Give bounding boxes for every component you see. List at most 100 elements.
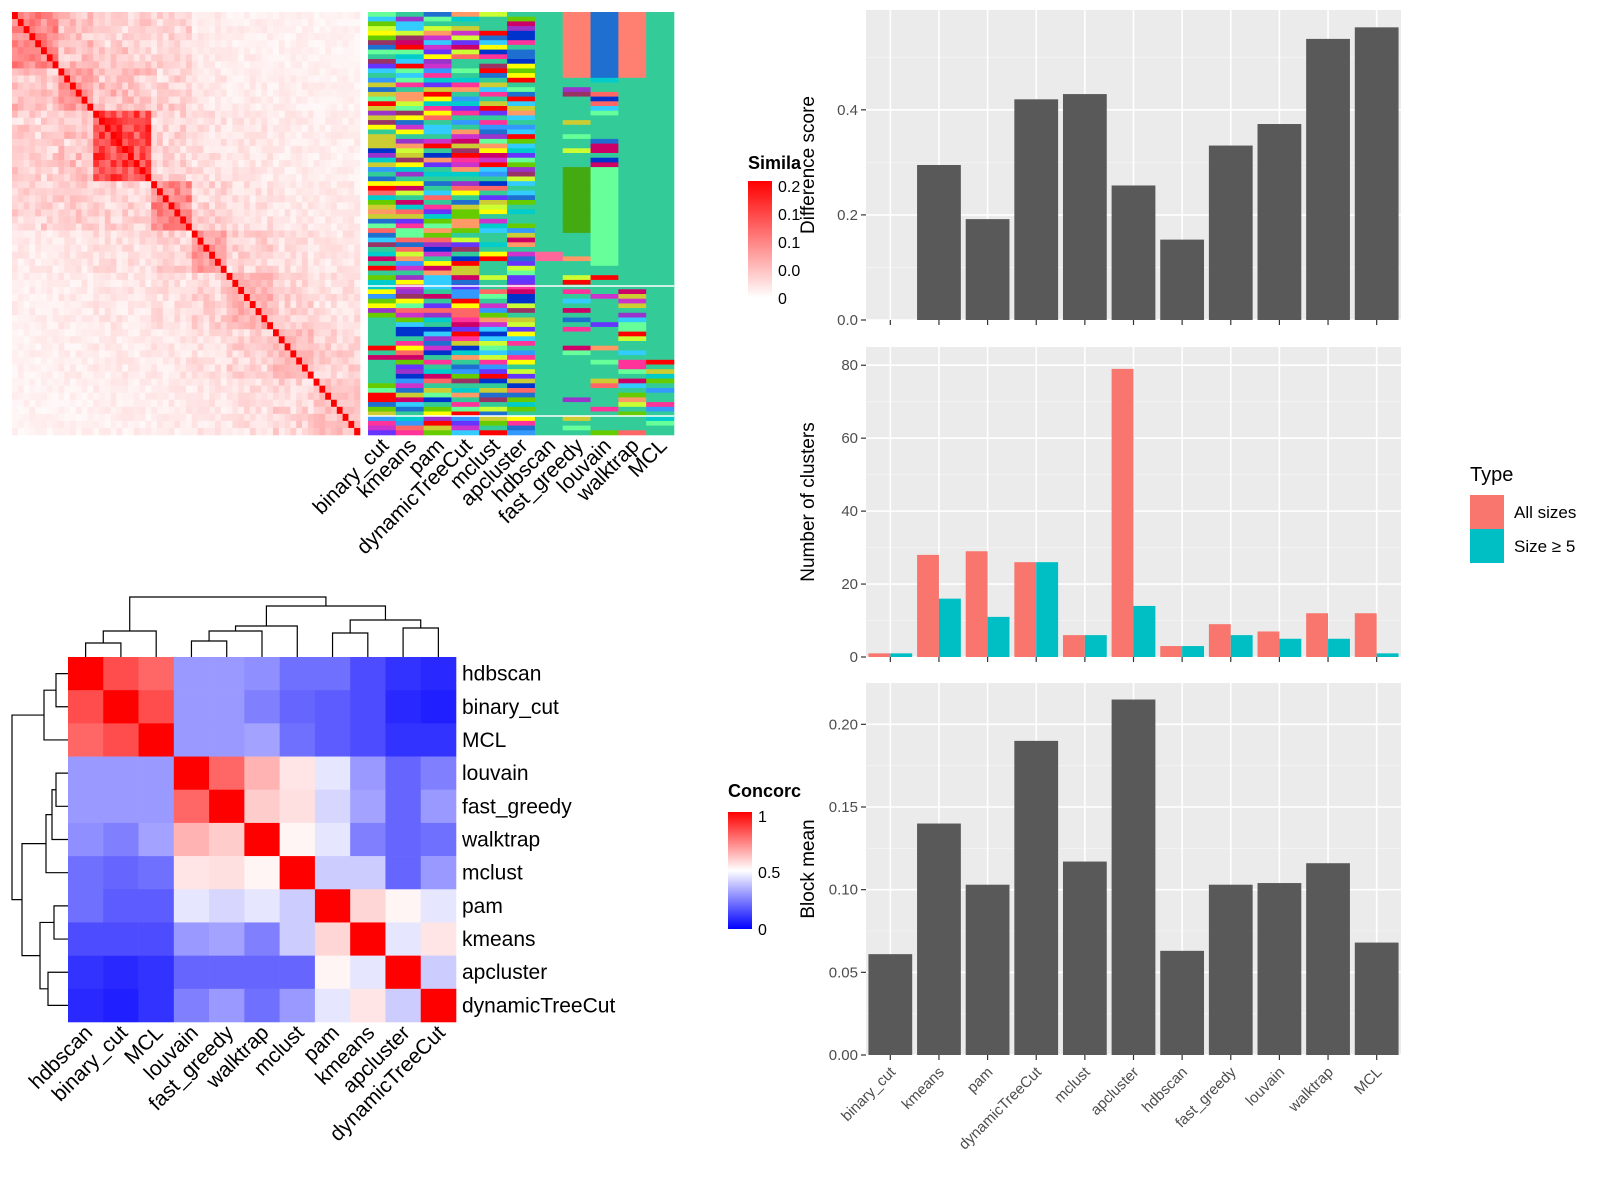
similarity-cell [226,322,233,330]
similarity-cell [313,153,320,161]
cluster-membership-cell [618,106,647,111]
cluster-membership-cell [534,411,564,417]
similarity-cell [186,54,193,62]
similarity-cell [174,110,181,119]
similarity-cell [278,322,285,330]
cluster-membership-cell [395,308,424,314]
similarity-cell [261,265,268,274]
similarity-cell [110,124,117,133]
similarity-cell [232,216,239,224]
similarity-cell [261,145,268,154]
cluster-membership-cell [618,350,647,356]
cluster-membership-cell [507,232,536,238]
similarity-cell [348,61,355,69]
similarity-cell [23,103,30,111]
similarity-cell [284,265,291,274]
cluster-membership-cell [618,303,647,309]
similarity-cell [278,406,285,415]
cluster-membership-cell [507,275,536,281]
similarity-cell [157,174,164,182]
similarity-cell [151,413,158,422]
similarity-cell [302,294,309,302]
similarity-cell [249,251,256,260]
similarity-cell [110,75,117,83]
similarity-cell [87,272,94,281]
similarity-cell [162,385,169,393]
similarity-cell [128,33,135,41]
similarity-cell [116,315,123,323]
similarity-cell [284,124,291,133]
similarity-cell [75,54,82,62]
cluster-membership-cell [618,256,647,262]
similarity-cell [244,96,251,104]
similarity-cell [267,195,274,203]
similarity-cell [70,244,77,252]
similarity-cell [244,103,251,111]
similarity-cell [17,350,24,358]
similarity-cell [116,33,123,41]
similarity-cell [180,82,187,90]
similarity-cell [128,322,135,330]
similarity-cell [255,357,262,365]
cluster-membership-cell [562,270,591,276]
similarity-cell [162,82,169,90]
similarity-cell [296,145,303,154]
similarity-cell [331,357,338,365]
cluster-membership-cell [507,110,536,116]
concordance-cell [68,889,104,923]
similarity-cell [87,124,94,133]
similarity-cell [35,103,42,111]
similarity-cell [133,12,140,20]
similarity-cell [319,350,326,358]
similarity-cell [348,202,355,210]
cluster-membership-cell [618,336,647,342]
cluster-membership-cell [479,331,508,337]
cluster-membership-cell [646,284,675,290]
similarity-column-labels: binary_cutkmeanspamdynamicTreeCutmclusta… [309,434,672,559]
similarity-cell [209,209,216,217]
similarity-cell [331,385,338,393]
cluster-membership-cell [534,373,564,379]
similarity-cell [325,138,332,147]
bar [1354,27,1399,320]
cluster-membership-cell [507,59,536,64]
similarity-cell [197,103,204,111]
similarity-cell [35,195,42,203]
similarity-cell [174,68,181,76]
similarity-cell [284,258,291,267]
cluster-membership-cell [646,134,675,140]
similarity-cell [145,420,152,429]
similarity-cell [93,322,100,330]
similarity-cell [145,124,152,133]
similarity-cell [162,216,169,224]
similarity-cell [290,153,297,161]
similarity-cell [261,279,268,288]
similarity-cell [342,40,349,48]
similarity-cell [17,103,24,111]
similarity-cell [168,385,175,393]
similarity-cell [238,47,245,55]
similarity-cell [325,413,332,422]
concordance-cell [420,889,457,923]
concordance-cell [314,789,351,824]
similarity-cell [139,223,146,231]
similarity-cell [342,286,349,295]
similarity-cell [162,19,169,27]
concordance-row-label: pam [462,895,503,918]
similarity-cell [232,399,239,408]
cluster-membership-cell [534,383,564,389]
similarity-cell [238,181,245,189]
cluster-membership-cell [423,209,452,215]
similarity-cell [151,315,158,323]
similarity-cell [17,47,24,55]
similarity-cell [325,12,332,20]
similarity-cell [52,54,59,62]
concordance-cell [314,922,351,956]
similarity-cell [278,33,285,41]
similarity-cell [209,392,216,401]
similarity-cell [255,131,262,140]
similarity-cell [87,364,94,372]
similarity-cell [81,89,88,97]
similarity-cell [273,322,280,330]
similarity-cell [342,160,349,168]
